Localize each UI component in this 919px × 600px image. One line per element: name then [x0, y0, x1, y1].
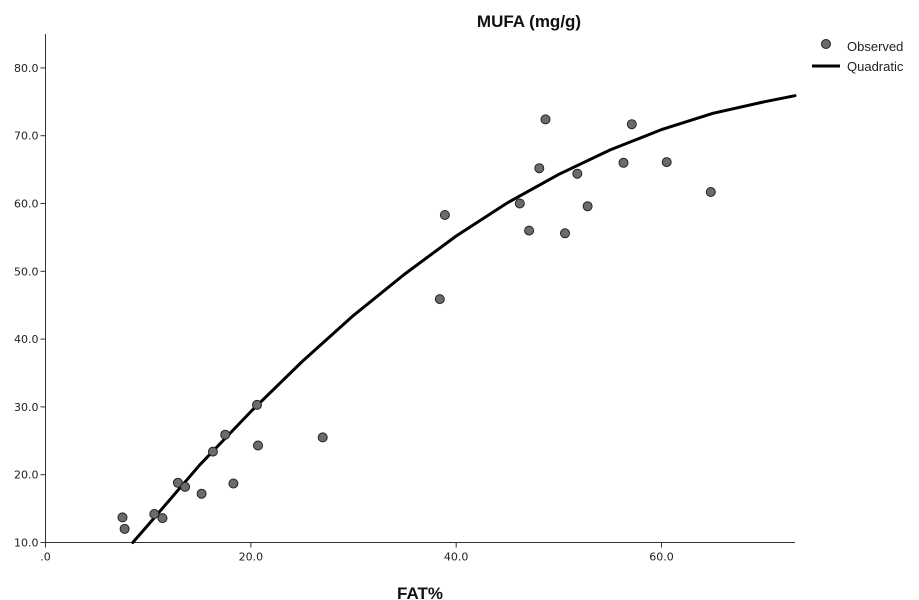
observed-point [514, 198, 525, 209]
observed-point [253, 440, 263, 451]
observed-point [705, 187, 716, 197]
observed-point [618, 157, 629, 168]
observed-point [524, 225, 535, 236]
points-layer [117, 114, 716, 534]
x-tick-label: 60.0 [649, 551, 674, 564]
observed-point [582, 201, 593, 212]
x-tick-label: 20.0 [239, 551, 264, 564]
legend-quadratic-label: Quadratic [847, 59, 904, 74]
observed-point [540, 114, 551, 125]
y-tick-label: 70.0 [14, 130, 39, 143]
observed-point [661, 157, 672, 168]
ticks: 10.0 20.0 30.0 40.0 50.0 60.0 70.0 80.0 .0 20.0 40… [14, 62, 674, 564]
observed-point [207, 446, 218, 457]
y-tick-label: 50.0 [14, 265, 39, 278]
y-tick-label: 20.0 [14, 469, 39, 482]
quadratic-fit-line [131, 94, 797, 544]
fit-layer [131, 94, 797, 544]
y-tick-label: 80.0 [14, 62, 39, 75]
observed-point [157, 513, 168, 524]
x-tick-label: 40.0 [444, 551, 469, 564]
legend-observed-marker [821, 39, 831, 49]
y-tick-label: 10.0 [14, 537, 39, 550]
x-axis-label: FAT% [397, 584, 443, 600]
observed-point [252, 399, 262, 410]
y-tick-label: 60.0 [14, 198, 39, 211]
axes [45, 34, 795, 543]
chart-title: MUFA (mg/g) [477, 12, 581, 31]
observed-point [119, 523, 130, 534]
observed-point [180, 481, 191, 492]
legend-observed-label: Observed [847, 39, 903, 54]
observed-point [196, 488, 207, 499]
observed-point [626, 119, 637, 130]
observed-point [439, 210, 450, 220]
observed-point [434, 294, 445, 305]
legend: Observed Quadratic [812, 39, 904, 74]
observed-point [117, 512, 128, 523]
y-tick-label: 40.0 [14, 333, 39, 346]
x-tick-label: .0 [40, 551, 51, 564]
observed-point [560, 228, 570, 239]
observed-point [220, 429, 231, 440]
y-tick-label: 30.0 [14, 401, 39, 414]
observed-point [534, 163, 545, 174]
observed-point [228, 478, 239, 489]
observed-point [317, 432, 328, 443]
observed-point [149, 509, 160, 519]
observed-point [572, 168, 583, 179]
